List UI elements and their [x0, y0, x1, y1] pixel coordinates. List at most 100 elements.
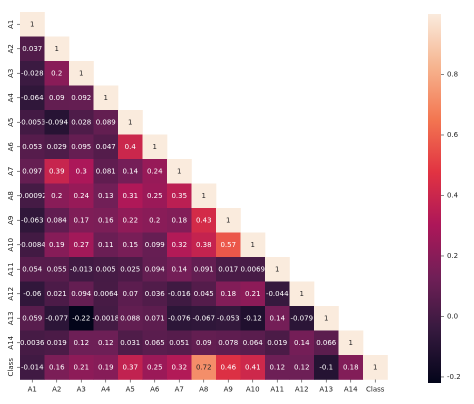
cell-value-label: 0.0064 [94, 290, 119, 298]
cell-value-label: 0.57 [220, 241, 236, 249]
cell-value-label: -0.079 [290, 314, 313, 322]
colorbar-tick-label: 0.8 [447, 70, 458, 78]
cell-value-label: 0.081 [96, 167, 116, 175]
heatmap-cell-A13-A12 [289, 306, 315, 331]
heatmap-cell-A13-A7 [167, 306, 192, 331]
x-tick-label: A5 [126, 386, 135, 394]
y-tick-label: A11 [7, 262, 15, 276]
heatmap-cell-A12-A7 [167, 281, 192, 307]
cell-value-label: 0.055 [47, 265, 67, 273]
y-axis-tick-labels: A1 A2 A3 A4 A5 A6 A7 A8 A9 A10 A11 A12 A13 A14 Class [7, 20, 20, 376]
heatmap-cell-A1-A1 [20, 12, 45, 37]
cell-value-label: -0.0084 [19, 241, 47, 249]
cell-value-label: 0.39 [49, 167, 65, 175]
cell-value-label: -0.094 [45, 118, 68, 126]
heatmap-cell-Class-A10 [240, 355, 266, 380]
heatmap-cell-A9-A1 [20, 208, 45, 233]
cell-value-label: 0.13 [98, 192, 114, 200]
y-tick-label: A4 [7, 93, 15, 103]
cell-value-label: 0.047 [96, 143, 116, 151]
heatmap-cell-A12-A9 [216, 281, 241, 307]
cell-value-label: -0.06 [23, 290, 42, 298]
cell-value-label: -0.077 [45, 314, 68, 322]
cell-value-label: 0.094 [71, 290, 92, 298]
cell-value-label: 0.09 [49, 94, 65, 102]
cell-value-label: 0.091 [194, 265, 214, 273]
cell-value-label: 0.005 [96, 265, 116, 273]
heatmap-cell-A12-A5 [118, 281, 143, 307]
heatmap-cell-A8-A4 [93, 183, 119, 209]
heatmap-cell-A12-A6 [142, 281, 168, 307]
heatmap-cell-A10-A5 [118, 232, 143, 258]
cell-value-label: 0.18 [171, 216, 187, 224]
cell-value-label: 0.066 [316, 339, 337, 347]
heatmap-cell-A5-A2 [44, 110, 70, 135]
heatmap-cell-A10-A6 [142, 232, 168, 258]
cell-value-label: -0.053 [217, 314, 240, 322]
heatmap-cell-A14-A6 [142, 330, 168, 356]
heatmap-cell-A5-A4 [93, 110, 119, 135]
cell-value-label: 0.19 [49, 241, 65, 249]
cell-value-label: -0.044 [266, 290, 289, 298]
heatmap-cell-A6-A6 [142, 134, 168, 160]
colorbar-tick-label: -0.2 [447, 373, 461, 381]
cell-value-label: 1 [251, 241, 255, 249]
x-tick-label: A13 [319, 386, 333, 394]
cell-value-label: 0.021 [47, 290, 67, 298]
cell-value-label: 0.18 [220, 290, 236, 298]
cell-value-label: -0.014 [21, 363, 44, 371]
heatmap-cell-A14-A1 [20, 330, 45, 356]
y-tick-label: A7 [7, 167, 15, 176]
heatmap-cell-A13-A1 [20, 306, 45, 331]
heatmap-cell-A13-A10 [240, 306, 266, 331]
cell-value-label: 1 [128, 118, 132, 126]
cell-value-label: 1 [55, 45, 59, 53]
heatmap-cell-A9-A8 [191, 208, 217, 233]
cell-value-label: 1 [177, 167, 181, 175]
cell-value-label: 0.22 [122, 216, 138, 224]
cell-value-label: 0.37 [122, 363, 138, 371]
cell-value-label: 0.14 [269, 314, 285, 322]
heatmap-cell-A6-A3 [69, 134, 94, 160]
heatmap-cell-A11-A1 [20, 257, 45, 282]
y-tick-label: A10 [7, 238, 15, 252]
cell-value-label: 0.2 [51, 69, 62, 77]
cell-value-label: 0.031 [120, 339, 140, 347]
heatmap-cell-Class-A2 [44, 355, 70, 380]
y-tick-label: A5 [7, 118, 15, 127]
x-tick-label: A7 [175, 386, 184, 394]
y-tick-label: A2 [7, 44, 15, 53]
heatmap-cell-A11-A4 [93, 257, 119, 282]
heatmap-cell-A14-A14 [338, 330, 364, 356]
cell-value-label: 0.089 [96, 118, 116, 126]
cell-value-label: 0.088 [120, 314, 140, 322]
cell-value-label: 0.12 [98, 339, 114, 347]
cell-value-label: 0.029 [47, 143, 67, 151]
cell-value-label: 0.32 [171, 363, 187, 371]
heatmap-cell-A3-A1 [20, 61, 45, 86]
cell-value-label: 0.12 [73, 339, 89, 347]
heatmap-cell-Class-A4 [93, 355, 119, 380]
cell-value-label: 0.065 [145, 339, 165, 347]
cell-value-label: 0.14 [171, 265, 187, 273]
cell-value-label: -0.064 [21, 94, 44, 102]
heatmap-cell-A8-A7 [167, 183, 192, 209]
heatmap-cell-A12-A10 [240, 281, 266, 307]
cell-value-label: 1 [153, 143, 157, 151]
cell-value-label: 0.27 [73, 241, 89, 249]
heatmap-cell-Class-A12 [289, 355, 315, 380]
x-tick-label: A11 [270, 386, 284, 394]
heatmap-cell-Class-A8 [191, 355, 217, 380]
cell-value-label: 0.38 [196, 241, 212, 249]
heatmap-cell-A9-A3 [69, 208, 94, 233]
cell-value-label: 0.019 [47, 339, 67, 347]
heatmap-cell-A13-A3 [69, 306, 94, 331]
y-tick-label: A1 [7, 20, 15, 29]
heatmap-cell-A11-A6 [142, 257, 168, 282]
cell-value-label: -0.013 [70, 265, 93, 273]
heatmap-cell-A9-A6 [142, 208, 168, 233]
heatmap-cell-A8-A3 [69, 183, 94, 209]
heatmap-cell-A11-A7 [167, 257, 192, 282]
cell-value-label: 0.028 [71, 118, 91, 126]
cell-value-label: 1 [324, 314, 328, 322]
